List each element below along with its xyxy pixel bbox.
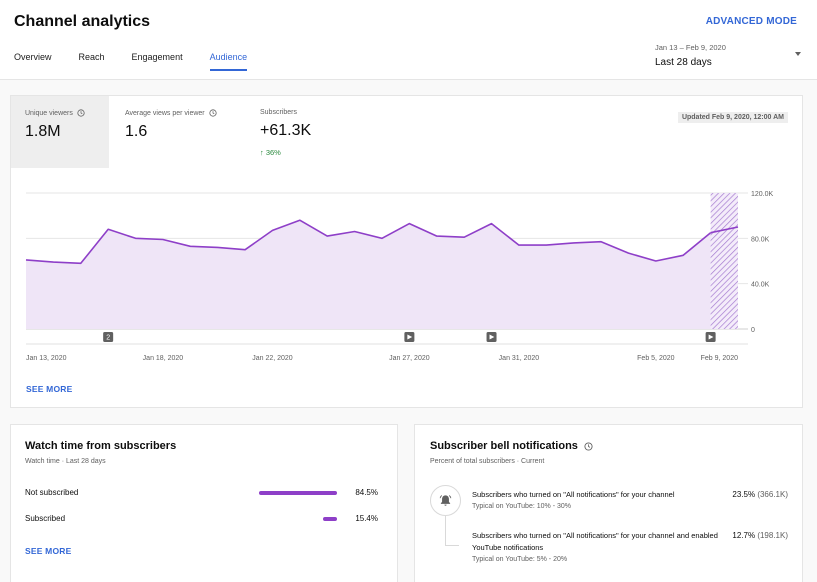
bell-item-count: (366.1K) [757, 490, 788, 499]
tab-bar: Overview Reach Engagement Audience [14, 52, 274, 71]
bell-notifications-card: Subscriber bell notifications Percent of… [414, 424, 803, 582]
bell-item: Subscribers who turned on "All notificat… [472, 489, 722, 513]
date-range-label: Last 28 days [655, 57, 712, 68]
unique-viewers-chart: 0 40.0K 80.0K 120.0K 2 Jan 13, 2020 Jan 18, 20… [25, 191, 774, 362]
metric-label: Subscribers [260, 109, 297, 116]
metric-delta-value: 36% [265, 148, 281, 157]
top-bar: Channel analytics ADVANCED MODE Overview… [0, 0, 817, 80]
x-tick-label: Jan 27, 2020 [389, 355, 430, 362]
date-range-selector[interactable]: Jan 13 – Feb 9, 2020 Last 28 days [655, 43, 801, 68]
watch-time-card: Watch time from subscribers Watch time ·… [10, 424, 398, 582]
row-label-not-subscribed: Not subscribed [25, 488, 79, 497]
audience-chart-card: Unique viewers 1.8M Average views per vi… [10, 95, 803, 408]
play-icon [489, 334, 495, 340]
y-tick-label: 40.0K [751, 282, 770, 289]
x-tick-label: Jan 31, 2020 [499, 355, 540, 362]
bell-item-typical: Typical on YouTube: 5% - 20% [472, 556, 568, 563]
bell-icon [439, 495, 452, 506]
card-subtitle: Watch time · Last 28 days [25, 458, 106, 465]
metric-subscribers[interactable]: Subscribers +61.3K ↑ 36% [246, 96, 356, 168]
bell-item-percent: 12.7% [732, 531, 756, 540]
tab-engagement[interactable]: Engagement [131, 52, 183, 62]
play-icon [407, 334, 413, 340]
updated-badge: Updated Feb 9, 2020, 12:00 AM [677, 112, 788, 123]
metric-value: 1.8M [25, 123, 61, 140]
see-more-link[interactable]: SEE MORE [26, 384, 73, 394]
bell-icon-circle [430, 485, 461, 516]
metric-value: +61.3K [260, 122, 312, 139]
bell-item: Subscribers who turned on "All notificat… [472, 530, 722, 566]
metric-average-views[interactable]: Average views per viewer 1.6 [111, 96, 246, 168]
metric-delta: ↑ 36% [260, 148, 342, 157]
card-title-wrap: Subscriber bell notifications [430, 440, 593, 452]
bar-subscribed [322, 517, 337, 521]
bell-item-text: Subscribers who turned on "All notificat… [472, 531, 718, 552]
chart-line [25, 219, 712, 265]
metric-unique-viewers[interactable]: Unique viewers 1.8M [11, 96, 109, 168]
page-title: Channel analytics [14, 13, 151, 30]
row-percent: 84.5% [355, 488, 378, 497]
tab-overview[interactable]: Overview [14, 52, 52, 62]
clock-icon [584, 441, 593, 451]
bell-item-percent: 23.5% [732, 490, 756, 499]
metric-label: Average views per viewer [125, 109, 205, 117]
card-subtitle: Percent of total subscribers · Current [430, 458, 545, 465]
partial-data-hatch [710, 193, 738, 329]
advanced-mode-button[interactable]: ADVANCED MODE [705, 16, 797, 27]
x-tick-label: Feb 9, 2020 [701, 355, 738, 362]
card-title: Watch time from subscribers [25, 440, 177, 452]
clock-icon [77, 109, 85, 117]
x-tick-label: Jan 22, 2020 [252, 355, 293, 362]
connector-line [445, 516, 459, 546]
card-title: Subscriber bell notifications [430, 440, 578, 452]
metric-value: 1.6 [125, 123, 148, 140]
chart-area-fill [26, 220, 711, 329]
x-tick-label: Jan 13, 2020 [26, 355, 67, 362]
tab-audience[interactable]: Audience [209, 52, 248, 71]
event-marker [103, 332, 114, 342]
event-marker-count: 2 [106, 335, 110, 342]
y-tick-label: 80.0K [751, 236, 770, 243]
bell-item-value: 23.5% (366.1K) [732, 490, 788, 499]
bar-not-subscribed [259, 491, 337, 495]
clock-icon [209, 109, 217, 117]
date-range-dates: Jan 13 – Feb 9, 2020 [655, 43, 726, 52]
chart-line-partial [710, 226, 739, 234]
arrow-up-icon: ↑ [260, 148, 264, 157]
row-percent: 15.4% [355, 514, 378, 523]
bell-item-count: (198.1K) [757, 531, 788, 540]
play-icon [708, 334, 714, 340]
dropdown-caret-icon [795, 52, 801, 56]
y-tick-label: 0 [751, 327, 755, 334]
y-tick-label: 120.0K [751, 191, 774, 198]
bell-item-value: 12.7% (198.1K) [732, 531, 788, 540]
tab-reach[interactable]: Reach [78, 52, 105, 62]
bell-item-typical: Typical on YouTube: 10% - 30% [472, 503, 571, 510]
metric-label: Unique viewers [25, 109, 73, 117]
bell-item-text: Subscribers who turned on "All notificat… [472, 490, 675, 499]
see-more-link[interactable]: SEE MORE [25, 546, 72, 556]
x-tick-label: Feb 5, 2020 [637, 355, 674, 362]
row-label-subscribed: Subscribed [25, 514, 66, 523]
x-tick-label: Jan 18, 2020 [143, 355, 184, 362]
